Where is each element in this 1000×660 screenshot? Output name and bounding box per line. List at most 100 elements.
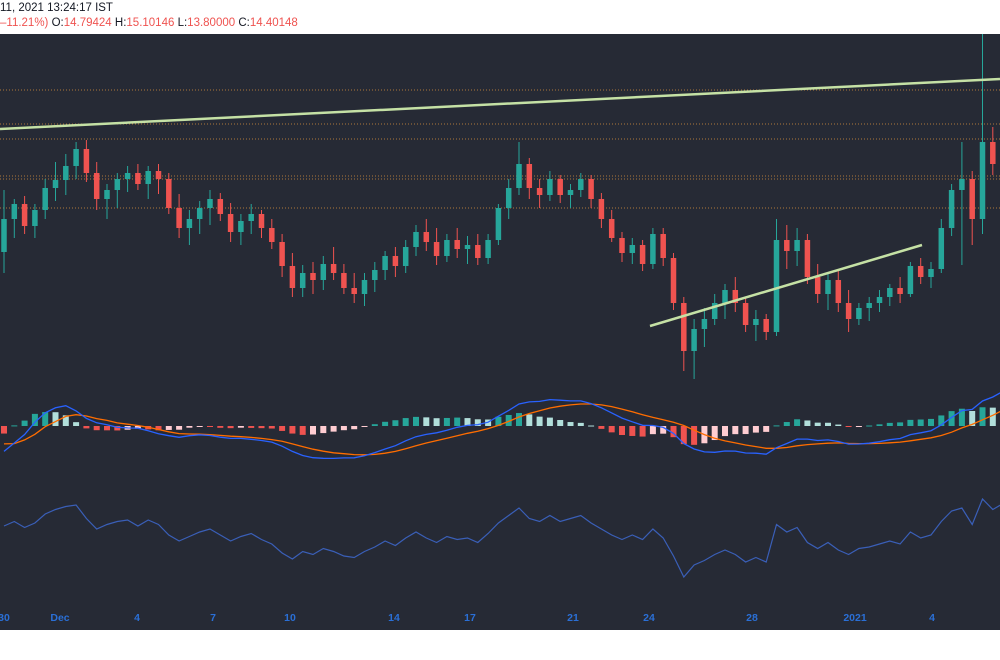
candle-body <box>681 303 687 351</box>
macd-histogram-bar <box>876 424 883 426</box>
close-label: C: <box>238 17 250 29</box>
candle-body <box>784 240 790 251</box>
candle-body <box>227 214 234 232</box>
candle-body <box>578 179 584 190</box>
macd-histogram-bar <box>948 411 955 426</box>
chart-canvas[interactable] <box>0 34 1000 630</box>
x-tick-label: 7 <box>210 612 216 624</box>
candle-body <box>650 234 656 264</box>
candle-body <box>866 303 872 308</box>
candle-body <box>114 179 121 190</box>
candle-body <box>454 240 460 249</box>
macd-histogram-bar <box>855 426 862 427</box>
macd-histogram-bar <box>670 426 677 438</box>
candle-body <box>948 190 955 228</box>
candle-body <box>176 208 182 228</box>
macd-histogram-bar <box>52 412 59 426</box>
candle-body <box>876 297 883 303</box>
macd-histogram-bar <box>443 417 450 426</box>
candle-body <box>186 219 193 228</box>
macd-histogram-bar <box>691 426 698 445</box>
candle-body <box>238 221 244 232</box>
candle-body <box>135 173 141 184</box>
macd-histogram-bar <box>804 420 811 426</box>
macd-histogram-bar <box>516 413 522 426</box>
high-value: 15.10146 <box>126 17 175 29</box>
candle-body <box>217 199 224 214</box>
macd-histogram-bar <box>546 417 553 426</box>
candle-body <box>887 288 893 297</box>
candle-body <box>433 242 440 256</box>
macd-histogram-bar <box>165 426 172 430</box>
macd-histogram-bar <box>1 426 7 434</box>
candle-body <box>32 210 38 226</box>
candle-body <box>1 219 7 252</box>
macd-histogram-bar <box>62 415 69 426</box>
low-value: 13.80000 <box>187 17 236 29</box>
candle-body <box>742 303 749 325</box>
candle-body <box>402 247 409 266</box>
candle-body <box>464 245 471 249</box>
candle-body <box>475 245 481 258</box>
candle-body <box>835 280 842 303</box>
candle-body <box>928 269 934 277</box>
candle-body <box>990 142 996 164</box>
macd-histogram-bar <box>814 422 821 426</box>
high-label: H: <box>114 17 127 29</box>
macd-histogram-bar <box>104 426 110 431</box>
timestamp-line: 11, 2021 13:24:17 IST <box>0 2 113 14</box>
macd-histogram-bar <box>268 426 275 429</box>
macd-histogram-bar <box>783 422 790 426</box>
candle-body <box>969 179 975 219</box>
macd-histogram-bar <box>474 419 481 426</box>
macd-histogram-bar <box>248 426 255 428</box>
x-tick-label: Dec <box>50 612 70 624</box>
candle-body <box>856 308 862 319</box>
macd-histogram-bar <box>722 426 728 437</box>
candle-body <box>608 219 615 238</box>
candle-body <box>763 319 769 332</box>
candle-body <box>907 266 914 294</box>
macd-histogram-bar <box>639 426 646 437</box>
macd-histogram-bar <box>433 418 440 426</box>
macd-histogram-bar <box>340 426 347 431</box>
candle-body <box>279 242 285 266</box>
candle-body <box>536 188 543 195</box>
candle-body <box>413 232 419 247</box>
support-trendline <box>649 243 923 328</box>
macd-histogram-bar <box>773 425 780 427</box>
x-tick-label: 24 <box>643 612 655 624</box>
candle-body <box>917 266 924 277</box>
oscillator-line <box>3 497 1000 579</box>
candle-body <box>526 164 533 188</box>
candle-body <box>845 303 852 319</box>
horizontal-levels <box>0 89 1000 209</box>
macd-histogram-bar <box>897 422 904 426</box>
macd-histogram-bar <box>31 413 38 426</box>
candle-body <box>42 188 48 210</box>
x-tick-label: 21 <box>567 612 579 624</box>
macd-histogram-bar <box>763 426 770 432</box>
candle-body <box>505 188 512 208</box>
macd-histogram-bar <box>958 408 965 426</box>
candle-body <box>814 277 821 294</box>
macd-histogram-bar <box>330 426 337 432</box>
macd-histogram-bar <box>660 426 667 434</box>
macd-pane <box>1 392 1000 460</box>
macd-signal-line <box>3 403 1000 456</box>
candle-body <box>732 290 739 303</box>
candle-body <box>979 142 986 219</box>
macd-histogram-bar <box>680 426 687 445</box>
macd-histogram-bar <box>217 426 224 428</box>
low-label: L: <box>177 17 188 29</box>
macd-histogram-bar <box>526 414 533 426</box>
macd-histogram-bar <box>402 418 409 426</box>
macd-histogram-bar <box>794 419 801 426</box>
candle-body <box>897 288 903 294</box>
candle-body <box>516 164 522 188</box>
macd-histogram-bar <box>423 417 430 426</box>
macd-histogram-bar <box>361 426 368 427</box>
candle-body <box>320 264 327 280</box>
macd-histogram-bar <box>495 416 502 426</box>
macd-histogram-bar <box>11 425 18 427</box>
